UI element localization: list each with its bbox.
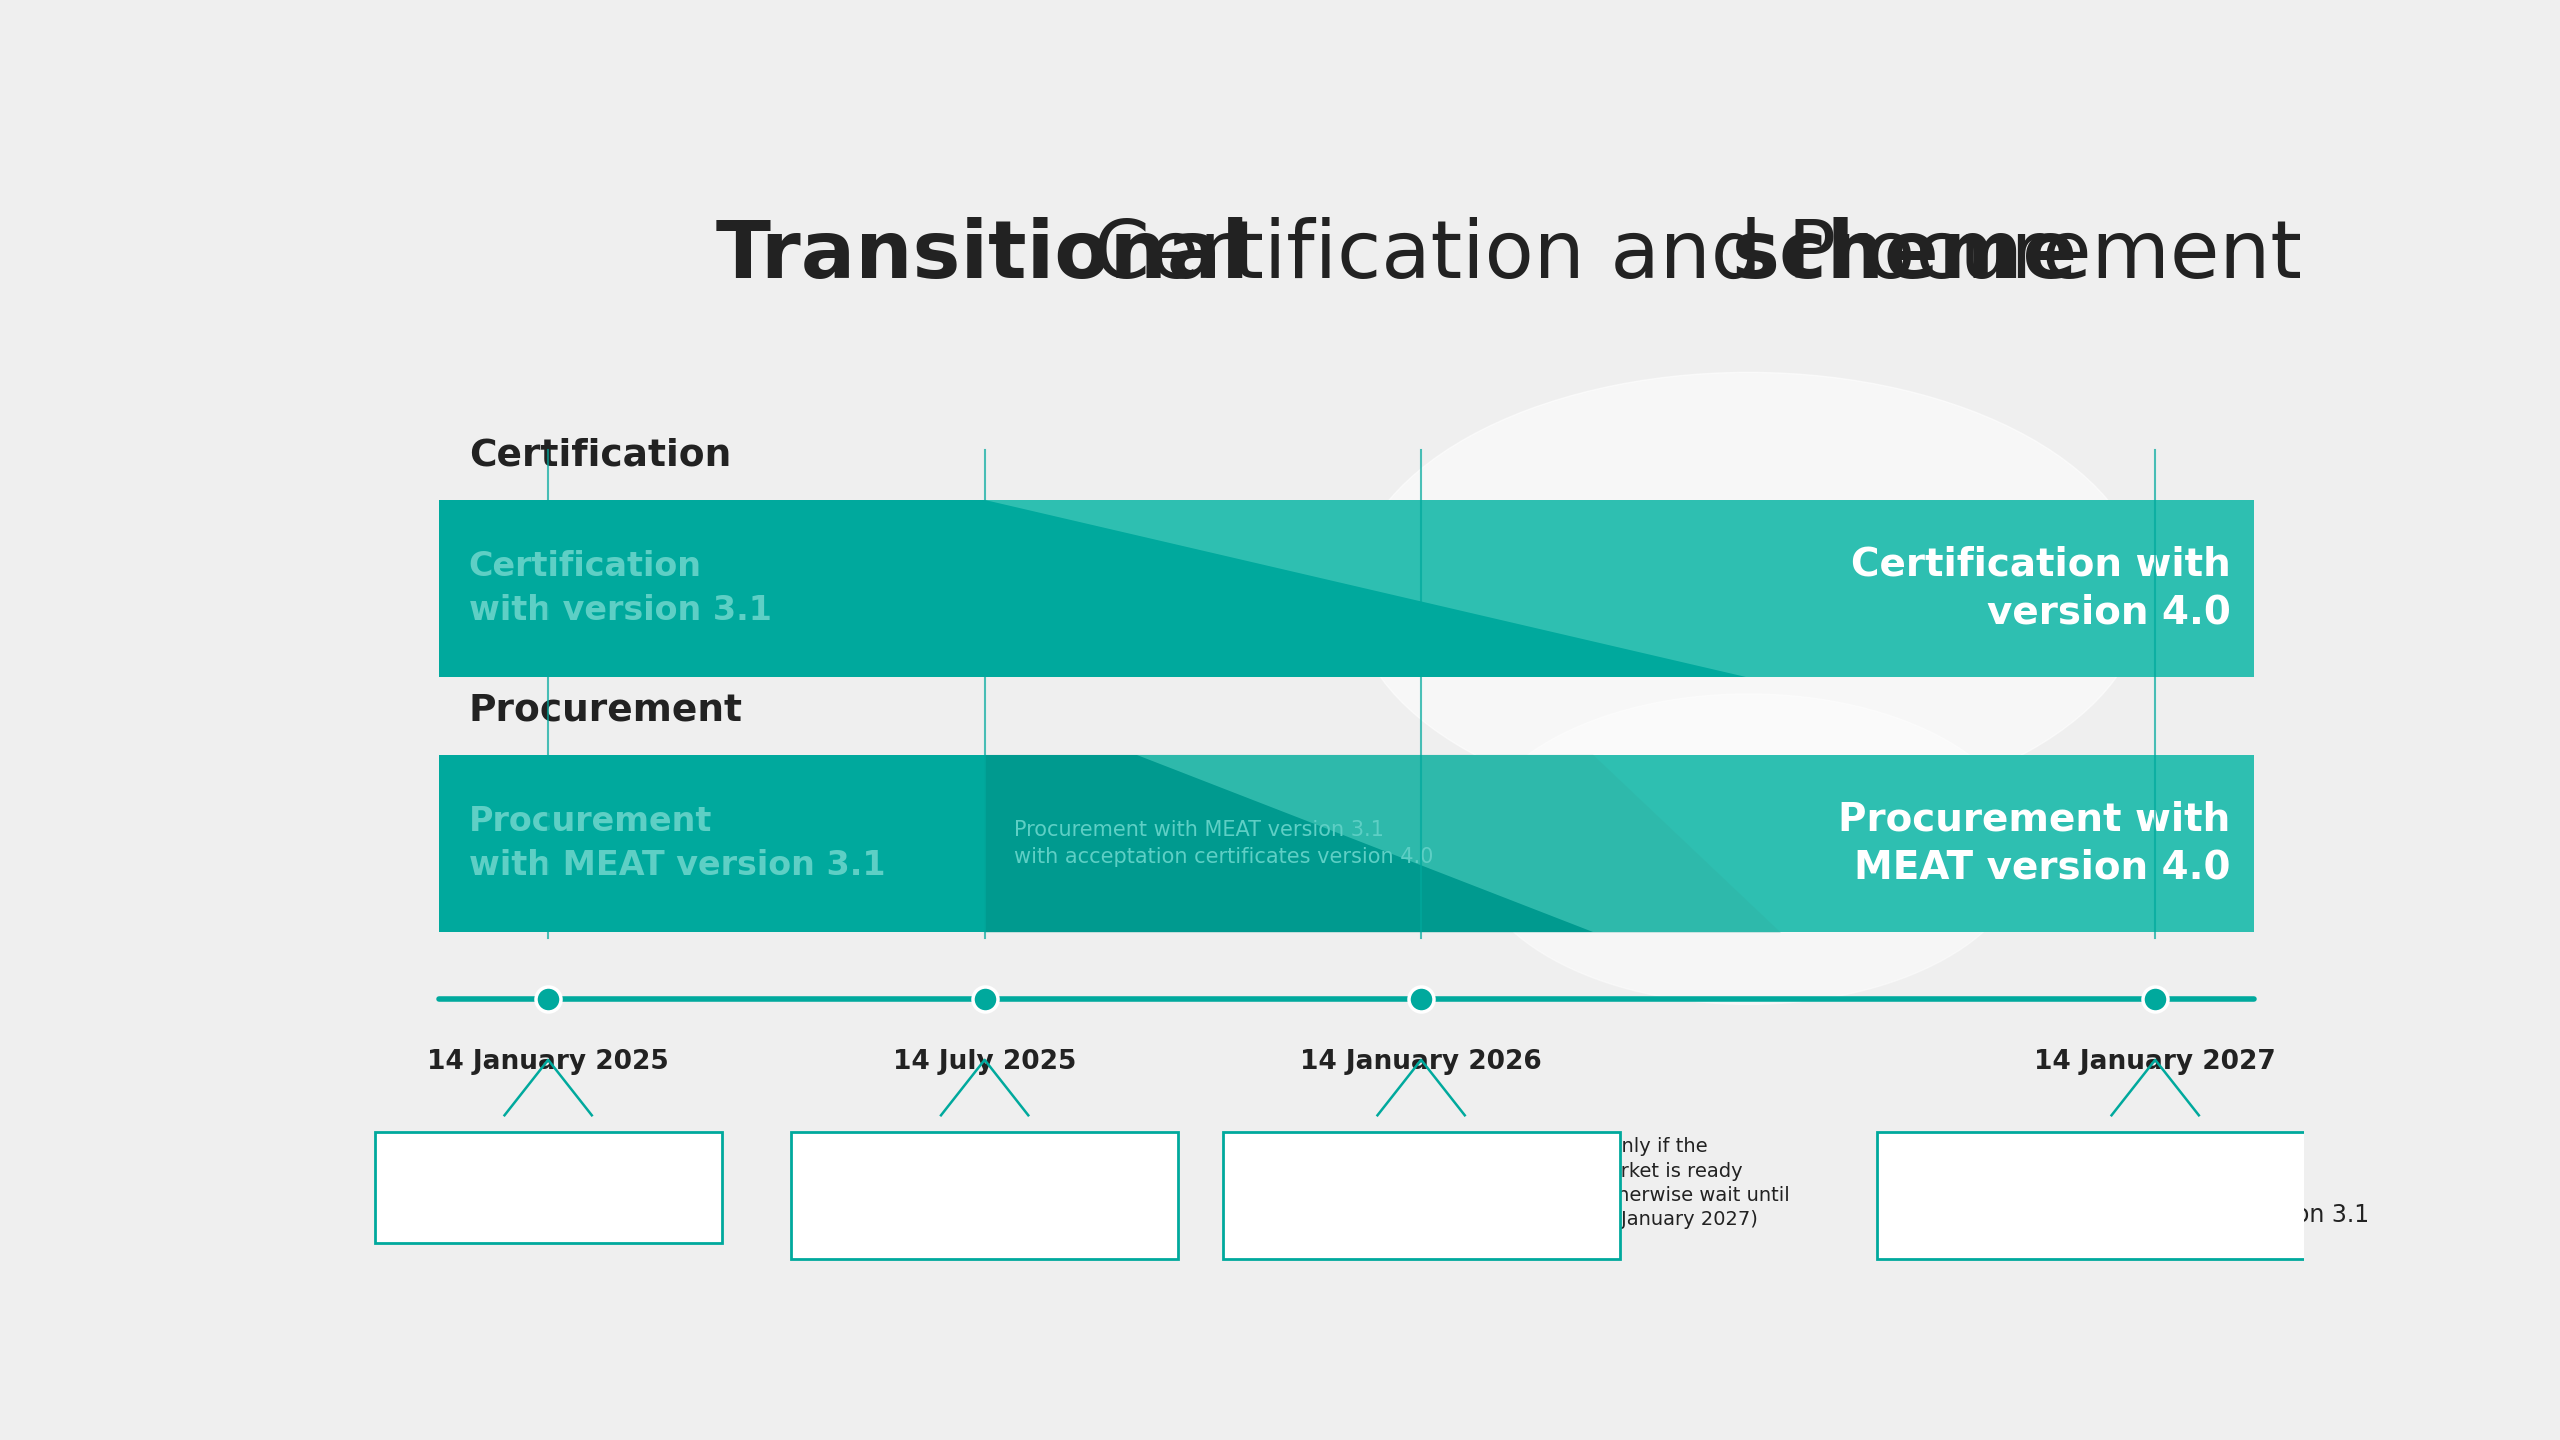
Text: Transitional: Transitional	[717, 217, 1249, 295]
Text: Certification with version 3.1: Certification with version 3.1	[1943, 1165, 2291, 1188]
Text: Certification
with version 3.1: Certification with version 3.1	[468, 550, 771, 628]
Text: version 4.0: version 4.0	[558, 1175, 696, 1200]
Text: with version 4.0: with version 4.0	[812, 1202, 1001, 1227]
Polygon shape	[986, 500, 2255, 677]
Circle shape	[1469, 694, 2028, 1005]
FancyBboxPatch shape	[374, 1132, 722, 1243]
Text: Procurement with MEAT version 3.1
with acceptation certificates version 4.0: Procurement with MEAT version 3.1 with a…	[1014, 821, 1434, 867]
Text: Procurement with MEAT version 3.1: Procurement with MEAT version 3.1	[1943, 1202, 2368, 1227]
FancyBboxPatch shape	[791, 1132, 1178, 1260]
Text: End: End	[1897, 1165, 1948, 1188]
Polygon shape	[986, 755, 1782, 932]
Text: End: End	[1897, 1202, 1948, 1227]
Text: Certification with
version 4.0: Certification with version 4.0	[1851, 546, 2230, 632]
Bar	[440, 755, 2255, 932]
Text: Start: Start	[1242, 1165, 1311, 1188]
Text: scheme: scheme	[1733, 217, 2079, 295]
Text: Certification: Certification	[468, 438, 732, 474]
Text: Procurement
with MEAT version 3.1: Procurement with MEAT version 3.1	[468, 805, 886, 883]
Text: Procurement: Procurement	[1316, 1165, 1475, 1188]
Text: Certification: Certification	[886, 1165, 1037, 1188]
Text: Start: Start	[812, 1165, 878, 1188]
Text: Procurement with
MEAT version 4.0: Procurement with MEAT version 4.0	[1838, 801, 2230, 887]
Text: Certification and Procurement: Certification and Procurement	[1068, 217, 2327, 295]
Text: Procurement: Procurement	[468, 693, 742, 729]
Polygon shape	[1137, 755, 2255, 932]
Text: 14 January 2025: 14 January 2025	[428, 1048, 668, 1074]
FancyBboxPatch shape	[1224, 1132, 1620, 1260]
Text: with MEAT version 4.0*: with MEAT version 4.0*	[1242, 1202, 1516, 1227]
Text: * Only if the
market is ready
(otherwise wait until
14 January 2027): * Only if the market is ready (otherwise…	[1590, 1138, 1789, 1230]
Text: 14 January 2027: 14 January 2027	[2035, 1048, 2276, 1074]
Text: Publication: Publication	[394, 1175, 545, 1200]
Text: 14 January 2026: 14 January 2026	[1300, 1048, 1541, 1074]
Text: 14 July 2025: 14 July 2025	[893, 1048, 1075, 1074]
Bar	[440, 500, 2255, 677]
Circle shape	[1352, 373, 2145, 816]
FancyBboxPatch shape	[1876, 1132, 2432, 1260]
